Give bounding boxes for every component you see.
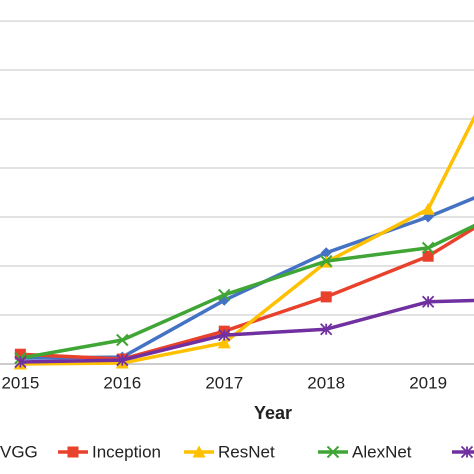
- marker: [192, 445, 206, 458]
- marker: [14, 348, 26, 360]
- marker: [319, 254, 333, 268]
- x-tick-label: 2017: [205, 373, 243, 392]
- marker: [320, 291, 332, 303]
- marker: [326, 445, 340, 459]
- x-tick-label: 2019: [409, 373, 447, 392]
- legend-label: ResNet: [218, 442, 275, 461]
- marker: [421, 202, 435, 215]
- marker: [67, 446, 79, 458]
- marker: [422, 250, 434, 262]
- legend-entry: [452, 445, 474, 459]
- series-line: [20, 223, 474, 360]
- legend-entry: ResNet: [184, 442, 275, 461]
- marker: [320, 323, 333, 336]
- marker: [460, 445, 474, 459]
- marker: [218, 328, 231, 342]
- marker: [218, 288, 231, 302]
- legend-label: AlexNet: [352, 442, 412, 461]
- x-axis-label: Year: [254, 403, 292, 423]
- marker: [421, 295, 435, 308]
- marker: [116, 353, 129, 367]
- series-line: [20, 114, 474, 366]
- series-line: [20, 298, 474, 364]
- legend-entry: VGG: [0, 442, 38, 461]
- legend-entry: Inception: [58, 442, 161, 461]
- x-tick-label: 2018: [307, 373, 345, 392]
- legend-entry: AlexNet: [318, 442, 412, 461]
- marker: [217, 336, 231, 349]
- legend-label: VGG: [0, 442, 38, 461]
- x-tick-label: 2015: [1, 373, 39, 392]
- x-tick-label: 2016: [103, 373, 141, 392]
- marker: [116, 333, 129, 347]
- series-line: [20, 226, 474, 361]
- marker: [421, 241, 435, 255]
- marker: [320, 247, 332, 259]
- legend-label: Inception: [92, 442, 161, 461]
- marker: [14, 355, 27, 369]
